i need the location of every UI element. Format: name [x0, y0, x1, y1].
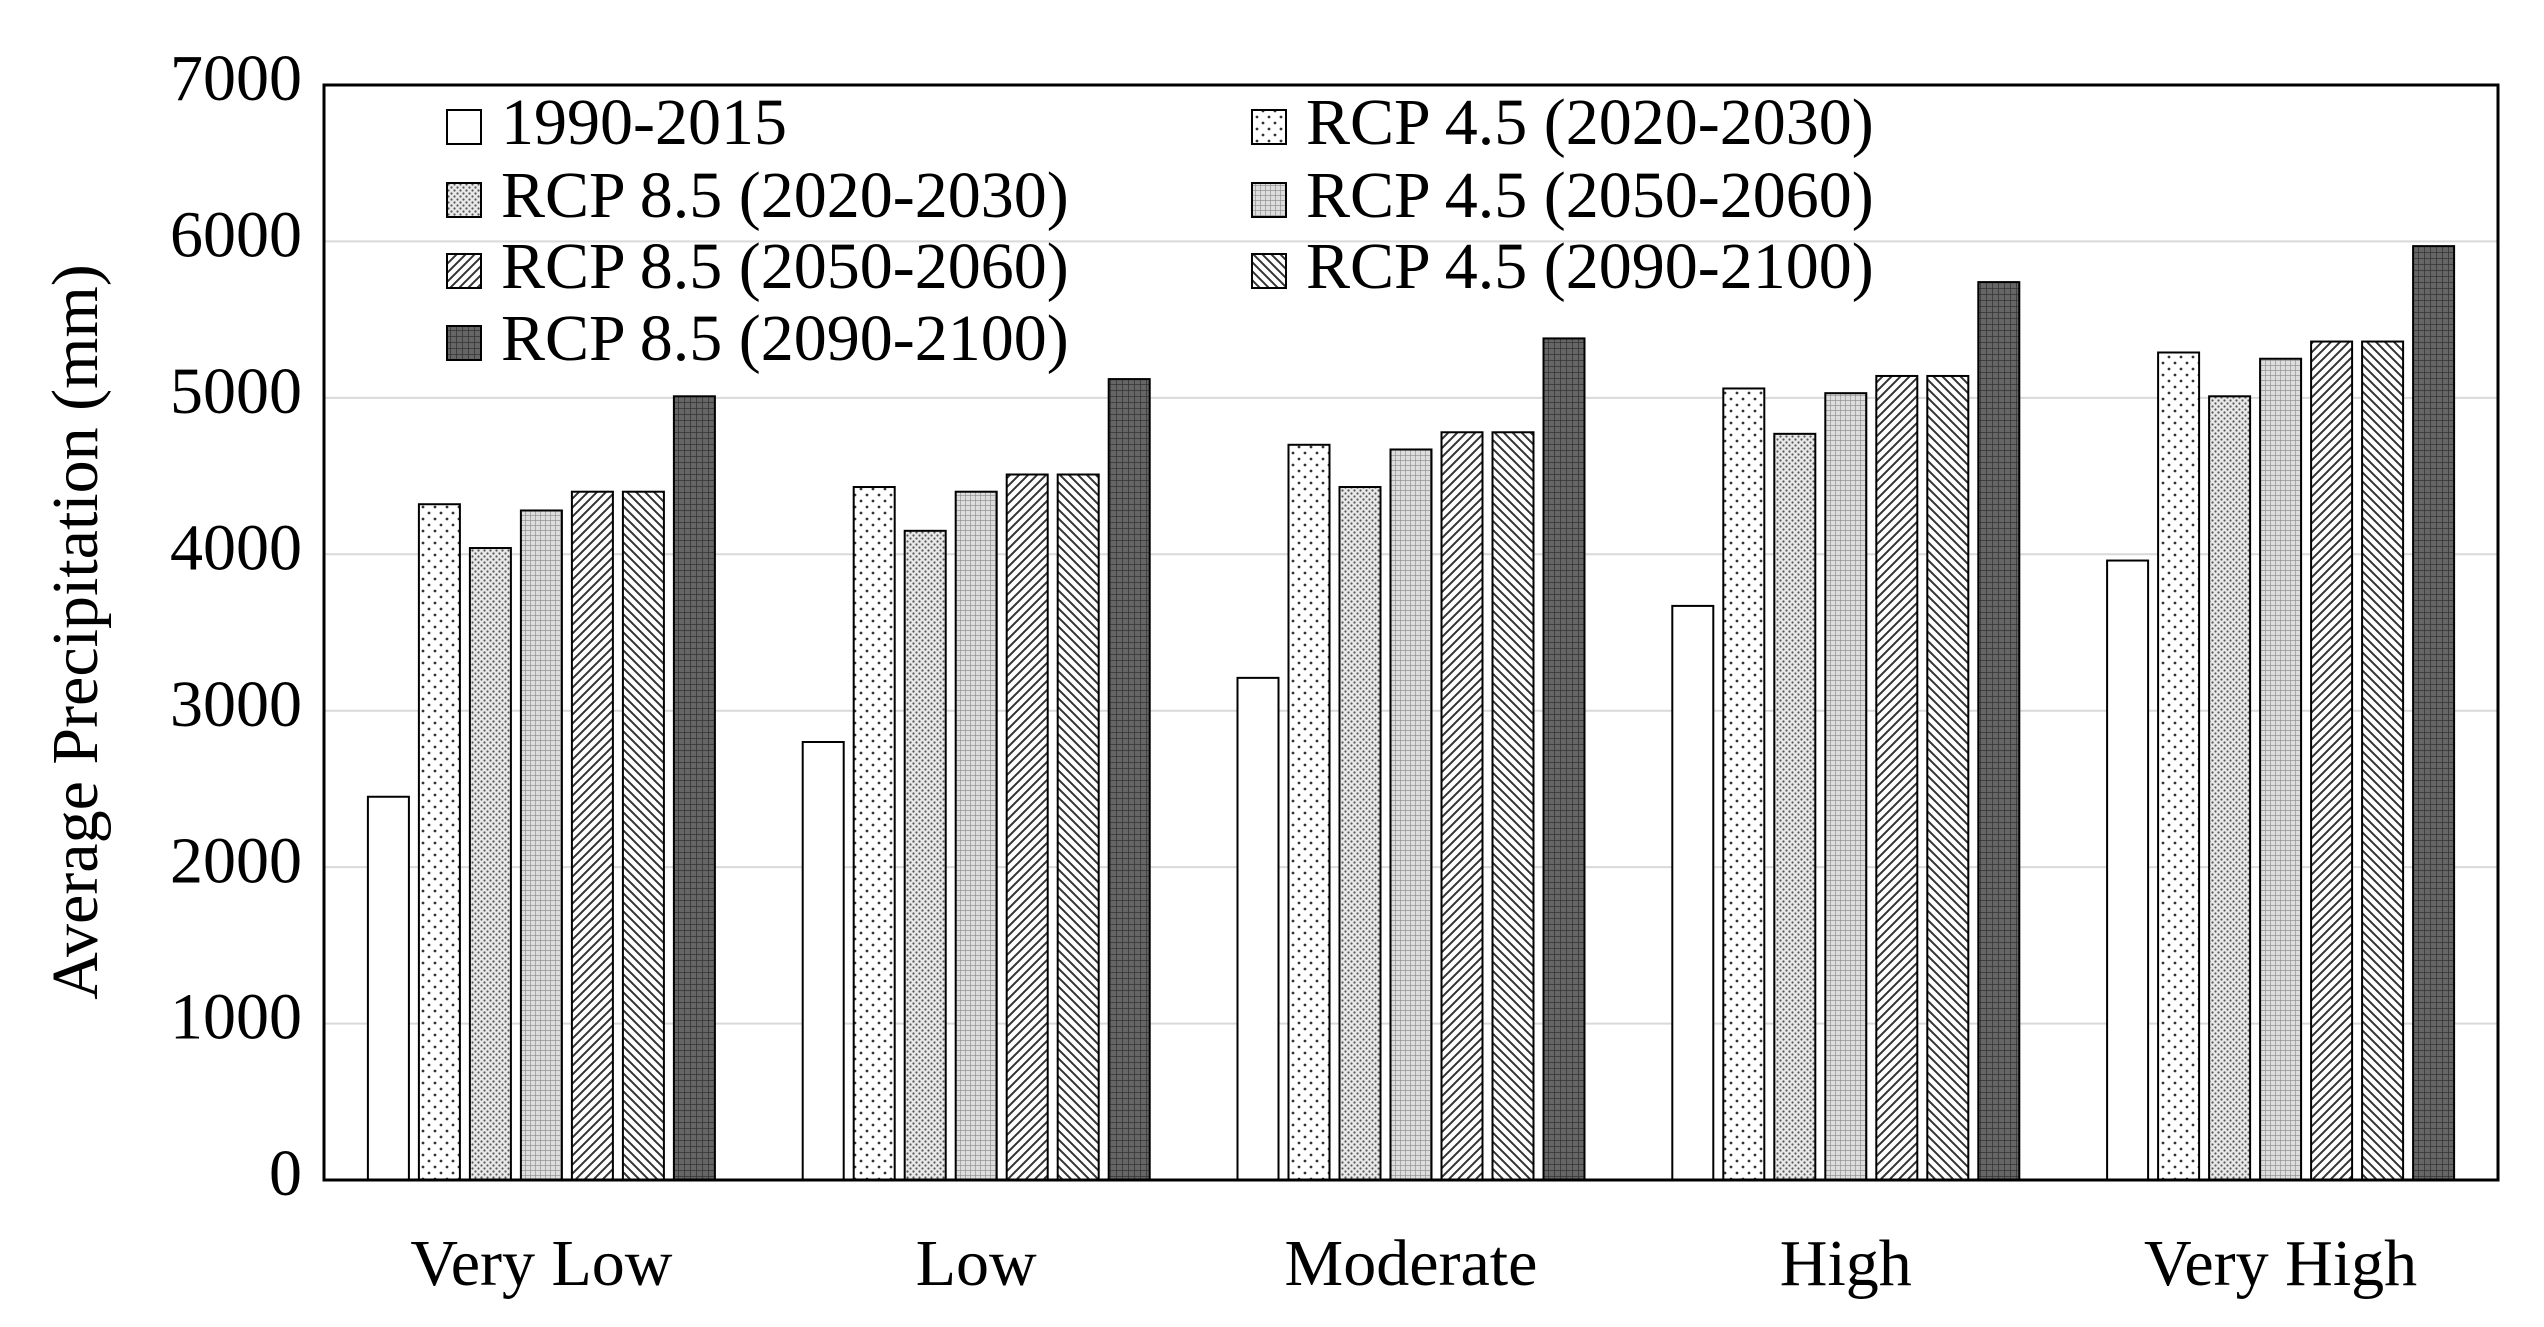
legend-label: RCP 8.5 (2020-2030) — [501, 159, 1069, 232]
bar — [2412, 245, 2456, 1182]
bar — [852, 486, 896, 1181]
y-axis-label: Average Precipitation (mm) — [39, 264, 112, 1000]
bar — [954, 490, 998, 1181]
legend-label: RCP 8.5 (2050-2060) — [501, 230, 1069, 303]
bar — [1773, 432, 1817, 1182]
bar — [570, 490, 614, 1181]
bar — [417, 503, 461, 1181]
legend-swatch — [1251, 182, 1287, 218]
bar — [621, 490, 665, 1181]
y-tick-label: 4000 — [170, 511, 302, 584]
bar — [2106, 559, 2150, 1181]
bar — [1005, 473, 1049, 1181]
bar — [1236, 676, 1280, 1181]
y-tick-label: 3000 — [170, 668, 302, 741]
y-tick-label: 2000 — [170, 824, 302, 897]
bar — [366, 795, 410, 1181]
bar — [1440, 431, 1484, 1181]
bar — [519, 509, 563, 1181]
bar — [2310, 340, 2354, 1181]
bar — [1824, 392, 1868, 1181]
y-tick-label: 1000 — [170, 981, 302, 1054]
legend-swatch — [446, 182, 482, 218]
bar — [672, 395, 716, 1181]
x-tick-label: Very High — [2144, 1227, 2417, 1300]
bar — [1389, 448, 1433, 1181]
bar — [1671, 604, 1715, 1181]
legend-swatch — [1251, 253, 1287, 289]
x-tick-label: Very Low — [410, 1227, 672, 1300]
bar — [1875, 374, 1919, 1181]
bar — [1977, 281, 2021, 1182]
legend-label: RCP 4.5 (2090-2100) — [1306, 230, 1874, 303]
legend-label: RCP 8.5 (2090-2100) — [501, 302, 1069, 375]
bar — [1107, 378, 1151, 1182]
legend-label: 1990-2015 — [501, 86, 787, 159]
y-tick-label: 5000 — [170, 355, 302, 428]
bar — [1542, 337, 1586, 1181]
legend-swatch — [446, 253, 482, 289]
plot-frame — [322, 83, 2500, 1182]
y-tick-label: 6000 — [170, 199, 302, 272]
legend-swatch — [446, 325, 482, 361]
y-tick-label: 0 — [269, 1137, 302, 1210]
y-tick-label: 7000 — [170, 42, 302, 115]
x-tick-label: High — [1780, 1227, 1912, 1300]
bar — [2208, 395, 2252, 1181]
bar — [1491, 431, 1535, 1181]
bar — [2157, 351, 2201, 1181]
x-tick-label: Low — [916, 1227, 1037, 1300]
bar — [1338, 486, 1382, 1181]
bar — [468, 547, 512, 1181]
legend-swatch — [446, 109, 482, 145]
bar — [2259, 357, 2303, 1181]
bar — [2361, 340, 2405, 1181]
legend-label: RCP 4.5 (2020-2030) — [1306, 86, 1874, 159]
x-tick-label: Moderate — [1285, 1227, 1538, 1300]
bar — [801, 741, 845, 1181]
bar — [1056, 473, 1100, 1181]
legend-label: RCP 4.5 (2050-2060) — [1306, 159, 1874, 232]
legend-swatch — [1251, 109, 1287, 145]
bar — [1722, 387, 1766, 1181]
bar — [1287, 443, 1331, 1181]
bar — [1926, 374, 1970, 1181]
bar — [903, 529, 947, 1181]
